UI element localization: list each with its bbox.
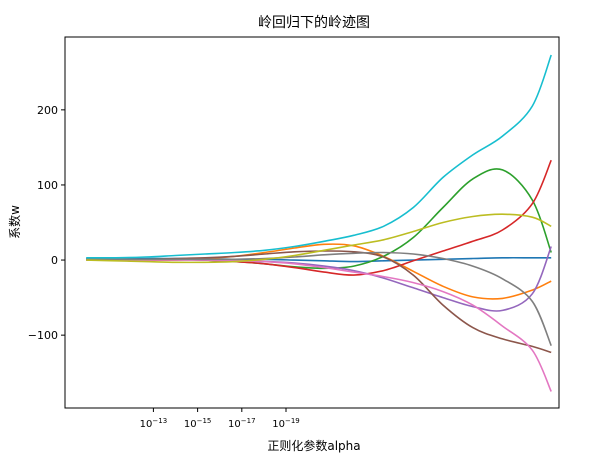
y-tick-label-2: 0 (51, 254, 58, 267)
series-line-7 (86, 259, 552, 392)
y-axis-label: 系数w (7, 205, 22, 239)
chart-title: 岭回归下的岭迹图 (258, 14, 370, 31)
series-line-9 (86, 213, 552, 264)
y-tick-label-4: 200 (37, 104, 58, 117)
y-tick-label-3: 100 (37, 179, 58, 192)
plot-frame (64, 36, 560, 409)
y-tick-label-1: −100 (28, 329, 58, 342)
series-line-10 (86, 54, 552, 259)
x-axis-label: 正则化参数alpha (267, 438, 360, 453)
series-layer (86, 54, 552, 392)
series-line-8 (86, 251, 552, 347)
